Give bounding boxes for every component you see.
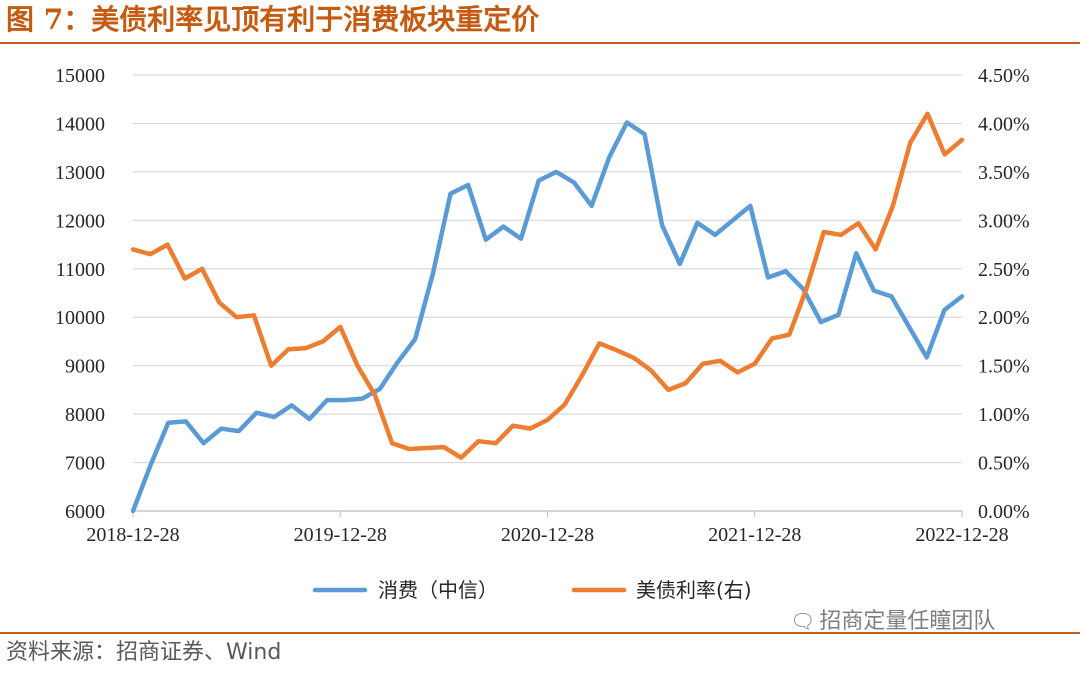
right-tick-label: 0.50% bbox=[978, 453, 1030, 475]
right-tick-label: 2.00% bbox=[978, 307, 1030, 329]
legend: 消费（中信） 美债利率(右) bbox=[312, 578, 752, 602]
source-note: 资料来源：招商证券、Wind bbox=[6, 640, 282, 665]
left-tick-label: 15000 bbox=[55, 65, 105, 87]
x-tick-label: 2022-12-28 bbox=[915, 524, 1008, 546]
watermark: 🗨 招商定量任瞳团队 bbox=[790, 604, 995, 638]
right-tick-label: 0.00% bbox=[978, 501, 1030, 523]
consumption-index-line bbox=[130, 120, 965, 514]
x-tick-label: 2019-12-28 bbox=[294, 524, 387, 546]
right-tick-label: 3.50% bbox=[978, 162, 1030, 184]
right-tick-label: 1.50% bbox=[978, 356, 1030, 378]
right-tick-label: 4.00% bbox=[978, 113, 1030, 135]
line-chart: 15000 14000 13000 12000 11000 10000 9000 8000 70… bbox=[55, 65, 1030, 602]
figure-title: 图 7：美债利率见顶有利于消费板块重定价 bbox=[6, 3, 540, 36]
x-tick-label: 2018-12-28 bbox=[86, 524, 179, 546]
grid-lines bbox=[133, 74, 962, 512]
legend-label: 消费（中信） bbox=[378, 578, 498, 602]
left-tick-label: 10000 bbox=[55, 307, 105, 329]
series-lines bbox=[130, 111, 965, 514]
left-y-axis: 15000 14000 13000 12000 11000 10000 9000 8000 70… bbox=[55, 65, 105, 523]
x-tick-label: 2021-12-28 bbox=[708, 524, 801, 546]
left-tick-label: 11000 bbox=[56, 259, 105, 281]
x-axis: 2018-12-28 2019-12-28 2020-12-28 2021-12-28… bbox=[86, 511, 1009, 546]
left-tick-label: 12000 bbox=[55, 210, 105, 232]
wechat-icon: 🗨 bbox=[790, 609, 816, 633]
left-tick-label: 7000 bbox=[65, 453, 105, 475]
right-y-axis: 4.50% 4.00% 3.50% 3.00% 2.50% 2.00% 1.50% 1.00%… bbox=[978, 65, 1030, 523]
legend-label: 美债利率(右) bbox=[636, 578, 752, 602]
footer-divider bbox=[0, 632, 1080, 634]
right-tick-label: 3.00% bbox=[978, 210, 1030, 232]
x-tick-label: 2020-12-28 bbox=[501, 524, 594, 546]
us-treasury-yield-line bbox=[130, 111, 965, 460]
left-tick-label: 8000 bbox=[65, 404, 105, 426]
left-tick-label: 14000 bbox=[55, 113, 105, 135]
watermark-text: 招商定量任瞳团队 bbox=[819, 609, 996, 634]
right-tick-label: 1.00% bbox=[978, 404, 1030, 426]
left-tick-label: 9000 bbox=[65, 356, 105, 378]
title-divider bbox=[0, 42, 1080, 44]
right-tick-label: 4.50% bbox=[978, 65, 1030, 87]
left-tick-label: 6000 bbox=[65, 501, 105, 523]
right-tick-label: 2.50% bbox=[978, 259, 1030, 281]
left-tick-label: 13000 bbox=[55, 162, 105, 184]
